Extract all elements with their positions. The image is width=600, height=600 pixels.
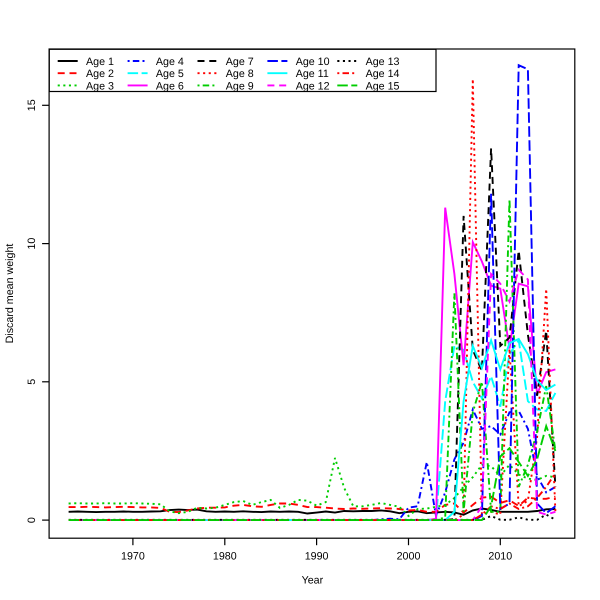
svg-text:Age 3: Age 3 (86, 80, 114, 92)
svg-text:Age 2: Age 2 (86, 68, 114, 80)
svg-text:Age 8: Age 8 (226, 68, 254, 80)
svg-text:Age 7: Age 7 (226, 56, 254, 68)
svg-text:Age 5: Age 5 (156, 68, 184, 80)
svg-text:Age 9: Age 9 (226, 80, 254, 92)
svg-text:Age 14: Age 14 (366, 68, 400, 80)
svg-text:Age 15: Age 15 (366, 80, 400, 92)
svg-text:1980: 1980 (213, 551, 237, 563)
svg-text:10: 10 (26, 238, 38, 250)
svg-text:Age 11: Age 11 (296, 68, 329, 80)
svg-text:2010: 2010 (488, 551, 512, 563)
svg-text:Discard mean weight: Discard mean weight (4, 244, 16, 344)
svg-text:Age 4: Age 4 (156, 56, 184, 68)
svg-text:0: 0 (26, 517, 38, 523)
svg-text:Age 6: Age 6 (156, 80, 184, 92)
svg-text:5: 5 (26, 379, 38, 385)
svg-text:15: 15 (26, 99, 38, 111)
svg-text:Age 10: Age 10 (296, 56, 330, 68)
svg-text:Age 12: Age 12 (296, 80, 330, 92)
svg-text:2000: 2000 (397, 551, 421, 563)
svg-text:Age 1: Age 1 (86, 56, 114, 68)
svg-text:Age 13: Age 13 (366, 56, 400, 68)
svg-text:1990: 1990 (305, 551, 329, 563)
svg-text:Year: Year (302, 574, 324, 586)
svg-text:1970: 1970 (121, 551, 145, 563)
